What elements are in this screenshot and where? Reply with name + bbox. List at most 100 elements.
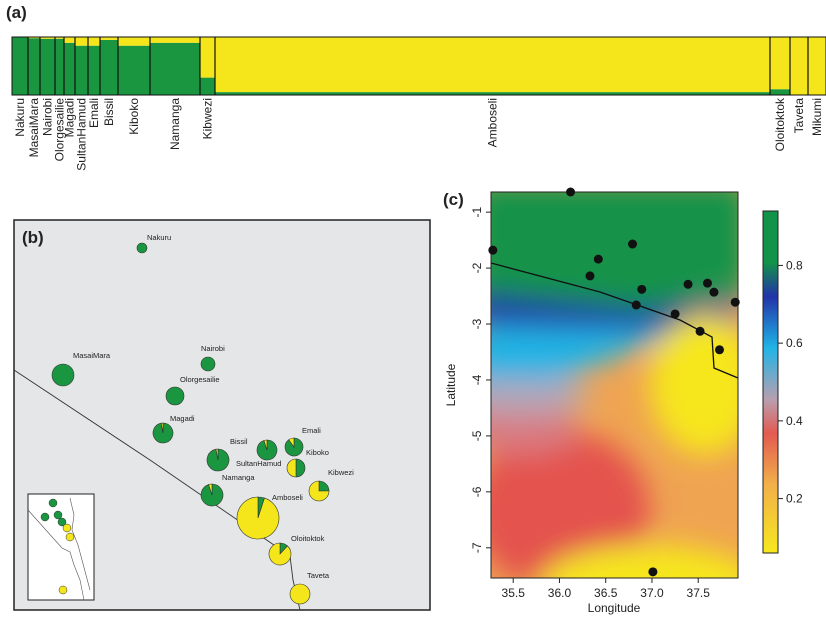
population-label: Taveta bbox=[792, 98, 806, 134]
sample-point bbox=[670, 309, 680, 319]
border bbox=[491, 262, 738, 379]
sample-point bbox=[593, 254, 603, 264]
colorbar-tick-label: 0.6 bbox=[786, 336, 803, 350]
green-segment bbox=[88, 45, 100, 95]
pie-slice bbox=[215, 448, 219, 461]
sample-point bbox=[585, 271, 595, 281]
pie-slice bbox=[295, 458, 306, 478]
site-label: Magadi bbox=[170, 414, 195, 423]
yellow-segment bbox=[150, 37, 200, 43]
pie-slice bbox=[236, 496, 280, 540]
sample-point bbox=[695, 326, 705, 336]
y-tick-label: -7 bbox=[470, 542, 484, 553]
sample-point bbox=[566, 187, 576, 197]
y-tick-label: -1 bbox=[470, 206, 484, 217]
green-segment bbox=[215, 92, 770, 95]
population-label: Bissil bbox=[102, 98, 116, 126]
population-label: Kiboko bbox=[127, 98, 141, 135]
population-label: Namanga bbox=[168, 98, 182, 150]
pie-slice bbox=[160, 422, 164, 434]
yellow-segment bbox=[770, 37, 790, 90]
green-segment bbox=[12, 37, 28, 95]
y-tick-label: -2 bbox=[470, 262, 484, 273]
population-label: Magadi bbox=[63, 98, 77, 137]
plot-frame bbox=[490, 191, 739, 579]
green-segment bbox=[28, 38, 40, 95]
pie-slice bbox=[286, 458, 297, 478]
pie-slice bbox=[51, 363, 75, 387]
population-label: MasaiMara bbox=[27, 98, 41, 158]
sample-point bbox=[714, 345, 724, 355]
y-axis-label: Latitude bbox=[444, 363, 458, 406]
pie-slice bbox=[200, 356, 216, 372]
panel-label: (b) bbox=[22, 228, 44, 247]
x-tick-label: 35.5 bbox=[502, 586, 526, 600]
site-label: Amboseli bbox=[272, 493, 303, 502]
population-label: Nakuru bbox=[13, 98, 27, 137]
colorbar-tick-label: 0.4 bbox=[786, 414, 803, 428]
green-segment bbox=[100, 39, 118, 95]
site-label: Kiboko bbox=[306, 448, 329, 457]
y-tick-label: -4 bbox=[470, 374, 484, 385]
pie-slice bbox=[263, 439, 268, 451]
pie-slice bbox=[165, 386, 185, 406]
y-tick-label: -5 bbox=[470, 430, 484, 441]
inset-border bbox=[27, 497, 91, 601]
yellow-segment bbox=[28, 37, 40, 39]
yellow-segment bbox=[808, 37, 826, 95]
x-tick-label: 37.0 bbox=[640, 586, 664, 600]
green-segment bbox=[64, 42, 75, 95]
green-segment bbox=[118, 45, 150, 95]
pie-slice bbox=[208, 483, 213, 496]
site-label: Kibwezi bbox=[328, 468, 354, 477]
population-label: Oloitoktok bbox=[773, 97, 787, 151]
sample-point bbox=[683, 279, 693, 289]
sample-point bbox=[631, 300, 641, 310]
site-label: Nairobi bbox=[201, 344, 225, 353]
yellow-segment bbox=[64, 37, 75, 43]
site-label: MasaiMara bbox=[73, 351, 111, 360]
y-tick-label: -6 bbox=[470, 486, 484, 497]
green-segment bbox=[770, 89, 790, 95]
x-axis-label: Longitude bbox=[588, 601, 641, 615]
colorbar bbox=[762, 210, 779, 554]
population-label: Olorgesailie bbox=[53, 98, 67, 162]
site-label: Emali bbox=[302, 426, 321, 435]
yellow-segment bbox=[40, 37, 55, 39]
site-label: SultanHamud bbox=[236, 459, 281, 468]
pie-slice bbox=[288, 437, 295, 448]
colorbar-tick-label: 0.2 bbox=[786, 492, 803, 506]
population-label: Nairobi bbox=[41, 98, 55, 136]
yellow-segment bbox=[118, 37, 150, 46]
population-label: Amboseli bbox=[486, 98, 500, 147]
site-label: Taveta bbox=[307, 571, 330, 580]
sample-point bbox=[628, 239, 638, 249]
heatmap-surface bbox=[491, 192, 738, 578]
yellow-segment bbox=[790, 37, 808, 95]
yellow-segment bbox=[100, 37, 118, 40]
green-segment bbox=[150, 42, 200, 95]
pie-slice bbox=[268, 542, 292, 566]
site-label: Namanga bbox=[222, 473, 255, 482]
yellow-segment bbox=[88, 37, 100, 46]
site-label: Nakuru bbox=[147, 233, 171, 242]
green-segment bbox=[55, 38, 64, 95]
population-label: Mikumi bbox=[810, 98, 824, 136]
inset-sites bbox=[40, 498, 75, 595]
green-segment bbox=[200, 77, 215, 95]
colorbar-tick-label: 0.8 bbox=[786, 258, 803, 272]
x-tick-label: 36.0 bbox=[548, 586, 572, 600]
sample-point bbox=[488, 245, 498, 255]
sample-point bbox=[648, 567, 658, 577]
site-label: Olorgesailie bbox=[180, 375, 220, 384]
pie-slice bbox=[308, 480, 330, 502]
population-label: SultanHamud bbox=[75, 98, 89, 171]
x-tick-label: 36.5 bbox=[594, 586, 618, 600]
pie-slice bbox=[136, 242, 148, 254]
yellow-segment bbox=[200, 37, 215, 78]
sample-point bbox=[709, 287, 719, 297]
population-label: Emali bbox=[87, 98, 101, 128]
sample-point bbox=[730, 297, 740, 307]
sample-point bbox=[637, 284, 647, 294]
yellow-segment bbox=[55, 37, 64, 39]
